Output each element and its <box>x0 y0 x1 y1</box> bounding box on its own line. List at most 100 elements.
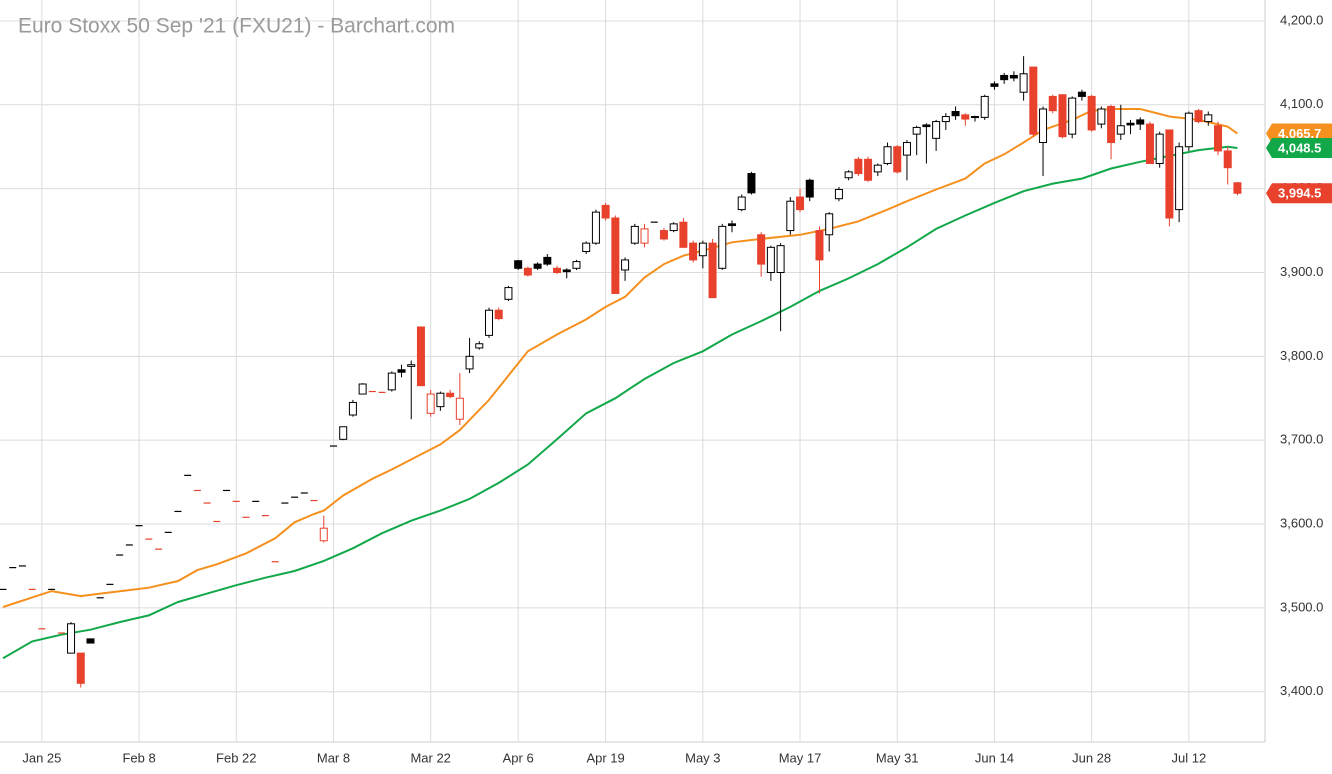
candle-body <box>553 267 562 273</box>
candle-body <box>805 179 814 198</box>
candle-body <box>611 217 620 294</box>
x-tick-label: May 17 <box>779 750 822 765</box>
candle-body <box>1136 119 1145 125</box>
candle-body <box>1107 105 1116 144</box>
candle-body <box>941 116 950 123</box>
candle-body <box>1204 114 1213 123</box>
price-tag-label: 3,994.5 <box>1278 186 1321 201</box>
candle-body <box>319 527 328 542</box>
x-tick-label: Jun 14 <box>975 750 1014 765</box>
candle-body <box>465 355 474 370</box>
grid <box>0 0 1265 742</box>
candle-body <box>485 309 493 336</box>
candle-body <box>825 213 834 236</box>
candle-body <box>854 158 863 175</box>
candle-body <box>659 230 668 240</box>
candle-body <box>669 223 678 232</box>
candle-body <box>1194 110 1203 123</box>
price-tag <box>1266 137 1332 158</box>
candle-body <box>1058 94 1067 138</box>
candle-body <box>76 652 85 684</box>
x-tick-label: Mar 22 <box>410 750 450 765</box>
candle-body <box>1126 122 1135 126</box>
x-tick-label: Jun 28 <box>1072 750 1111 765</box>
candle-body <box>348 401 357 416</box>
candle-body <box>1039 108 1048 144</box>
candle-body <box>387 372 396 391</box>
candle-body <box>1097 108 1106 125</box>
candle-body <box>436 392 445 408</box>
candle-body <box>990 83 999 87</box>
candle-body <box>776 245 785 273</box>
candle-body <box>1175 146 1184 211</box>
candle-body <box>796 196 805 211</box>
candle-body <box>446 392 455 398</box>
candle-body <box>951 111 960 117</box>
candle-body <box>708 242 717 299</box>
x-tick-label: Jul 12 <box>1171 750 1206 765</box>
candle-body <box>1165 129 1174 219</box>
candle-body <box>543 256 552 265</box>
y-tick-label: 4,100.0 <box>1280 96 1323 111</box>
y-tick-label: 4,200.0 <box>1280 12 1323 27</box>
candle-body <box>864 158 873 181</box>
candle-body <box>591 211 600 244</box>
candle-body <box>844 171 853 179</box>
candle-body <box>1077 91 1086 97</box>
candle-body <box>562 269 571 273</box>
candle-body <box>640 228 649 244</box>
y-tick-label: 3,800.0 <box>1280 348 1323 363</box>
candle-body <box>757 234 766 265</box>
candle-body <box>1233 182 1242 194</box>
candle-body <box>834 188 843 200</box>
candle-body <box>815 230 824 261</box>
marks <box>0 56 1242 688</box>
candle-body <box>1223 150 1232 169</box>
candle-body <box>426 393 435 414</box>
candle-body <box>601 204 610 219</box>
candle-body <box>514 260 523 269</box>
candle-body <box>679 221 688 248</box>
candle-body <box>766 246 775 273</box>
candle-body <box>698 242 707 257</box>
candle-body <box>1214 125 1222 152</box>
candle-body <box>893 146 902 173</box>
x-tick-label: May 3 <box>685 750 720 765</box>
candle-body <box>339 426 348 440</box>
x-tick-label: Jan 25 <box>22 750 61 765</box>
candle-body <box>1087 95 1096 131</box>
price-tag-label: 4,065.7 <box>1278 126 1321 141</box>
candle-body <box>494 309 503 320</box>
candle-body <box>922 124 931 128</box>
y-tick-label: 3,500.0 <box>1280 599 1323 614</box>
candle-body <box>737 196 746 211</box>
candle-body <box>689 242 698 261</box>
candle-body <box>1019 73 1028 93</box>
x-tick-label: Feb 22 <box>216 750 256 765</box>
x-tick-label: May 31 <box>876 750 919 765</box>
candle-body <box>455 397 464 420</box>
candle-body <box>1009 74 1018 79</box>
y-tick-label: 3,400.0 <box>1280 683 1323 698</box>
candle-body <box>1068 97 1077 135</box>
chart-title: Euro Stoxx 50 Sep '21 (FXU21) - Barchart… <box>18 15 455 38</box>
candle-body <box>718 225 727 269</box>
candle-body <box>407 364 416 367</box>
candle-body <box>961 114 970 120</box>
candle-body <box>1048 95 1057 112</box>
price-tag <box>1266 183 1332 204</box>
price-tag-label: 4,048.5 <box>1278 140 1321 155</box>
candle-body <box>747 173 756 194</box>
candle-body <box>873 164 882 173</box>
candle-body <box>883 146 892 164</box>
candle-body <box>572 261 581 269</box>
candle-body <box>621 259 630 271</box>
candle-body <box>971 116 979 119</box>
candle-body <box>533 263 542 269</box>
candle-body <box>1116 125 1125 135</box>
candle-body <box>504 287 513 300</box>
candle-body <box>980 95 989 118</box>
y-tick-label: 3,900.0 <box>1280 264 1323 279</box>
x-tick-label: Mar 8 <box>317 750 350 765</box>
